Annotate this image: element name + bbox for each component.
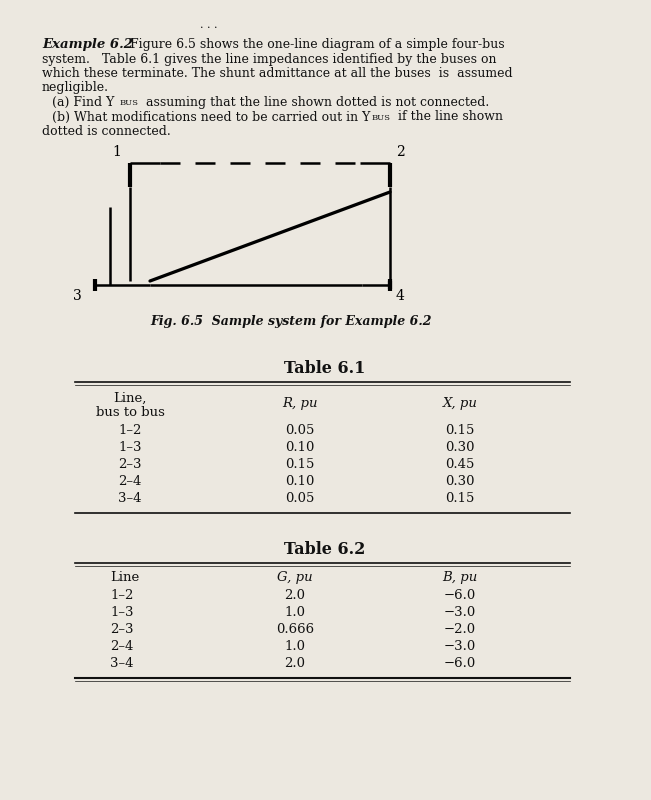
- Text: system.   Table 6.1 gives the line impedances identified by the buses on: system. Table 6.1 gives the line impedan…: [42, 53, 497, 66]
- Text: dotted is connected.: dotted is connected.: [42, 125, 171, 138]
- Text: 0.05: 0.05: [285, 492, 314, 505]
- Text: 0.15: 0.15: [445, 492, 475, 505]
- Text: assuming that the line shown dotted is not connected.: assuming that the line shown dotted is n…: [142, 96, 490, 109]
- Text: . . .: . . .: [200, 20, 217, 30]
- Text: −3.0: −3.0: [444, 640, 476, 653]
- Text: BUS: BUS: [120, 99, 139, 107]
- Text: 3–4: 3–4: [118, 492, 142, 505]
- Text: 2–4: 2–4: [110, 640, 133, 653]
- Text: −6.0: −6.0: [444, 657, 476, 670]
- Text: 0.10: 0.10: [285, 475, 314, 488]
- Text: 0.15: 0.15: [285, 458, 314, 471]
- Text: 0.45: 0.45: [445, 458, 475, 471]
- Text: 2.0: 2.0: [284, 657, 305, 670]
- Text: 3–4: 3–4: [110, 657, 133, 670]
- Text: −3.0: −3.0: [444, 606, 476, 619]
- Text: negligible.: negligible.: [42, 82, 109, 94]
- Text: 3: 3: [73, 289, 82, 303]
- Text: BUS: BUS: [372, 114, 391, 122]
- Text: Table 6.2: Table 6.2: [284, 541, 366, 558]
- Text: 2–4: 2–4: [118, 475, 142, 488]
- Text: Line: Line: [110, 571, 139, 584]
- Text: 2–3: 2–3: [118, 458, 142, 471]
- Text: 1: 1: [112, 145, 121, 159]
- Text: 1–3: 1–3: [118, 441, 142, 454]
- Text: R, pu: R, pu: [283, 397, 318, 410]
- Text: B, pu: B, pu: [443, 571, 478, 584]
- Text: 1–2: 1–2: [118, 424, 142, 437]
- Text: (b) What modifications need to be carried out in Y: (b) What modifications need to be carrie…: [52, 110, 370, 123]
- Text: 4: 4: [396, 289, 405, 303]
- Text: 1.0: 1.0: [284, 606, 305, 619]
- Text: Example 6.2: Example 6.2: [42, 38, 133, 51]
- Text: 0.10: 0.10: [285, 441, 314, 454]
- Text: bus to bus: bus to bus: [96, 406, 165, 419]
- Text: 1–3: 1–3: [110, 606, 133, 619]
- Text: 0.666: 0.666: [276, 623, 314, 636]
- Text: 2.0: 2.0: [284, 589, 305, 602]
- Text: 2–3: 2–3: [110, 623, 133, 636]
- Text: if the line shown: if the line shown: [394, 110, 503, 123]
- Text: 1.0: 1.0: [284, 640, 305, 653]
- Text: Figure 6.5 shows the one-line diagram of a simple four-bus: Figure 6.5 shows the one-line diagram of…: [130, 38, 505, 51]
- Text: G, pu: G, pu: [277, 571, 313, 584]
- Text: 0.15: 0.15: [445, 424, 475, 437]
- Text: which these terminate. The shunt admittance at all the buses  is  assumed: which these terminate. The shunt admitta…: [42, 67, 512, 80]
- Text: 1–2: 1–2: [110, 589, 133, 602]
- Text: 2: 2: [396, 145, 405, 159]
- Text: 0.05: 0.05: [285, 424, 314, 437]
- Text: Fig. 6.5  Sample system for Example 6.2: Fig. 6.5 Sample system for Example 6.2: [150, 315, 432, 328]
- Text: Line,: Line,: [113, 392, 146, 405]
- Text: −2.0: −2.0: [444, 623, 476, 636]
- Text: (a) Find Y: (a) Find Y: [52, 96, 115, 109]
- Text: 0.30: 0.30: [445, 475, 475, 488]
- Text: −6.0: −6.0: [444, 589, 476, 602]
- Text: Table 6.1: Table 6.1: [284, 360, 366, 377]
- Text: X, pu: X, pu: [443, 397, 477, 410]
- Text: 0.30: 0.30: [445, 441, 475, 454]
